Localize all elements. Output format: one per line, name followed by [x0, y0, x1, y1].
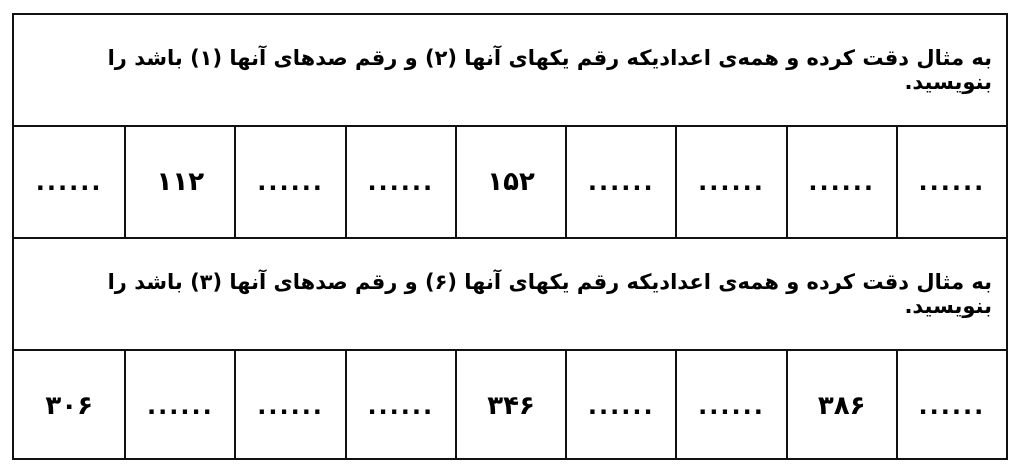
example-cell: ۳۴۶	[454, 351, 565, 460]
example-cell: ۱۵۲	[454, 127, 565, 237]
example-cell: ۳۰۶	[45, 390, 93, 421]
answer-cell[interactable]: ......	[124, 351, 234, 460]
worksheet-table: به مثال دقت کرده و همه‌ی اعدادیکه رقم یک…	[12, 13, 1008, 460]
answer-cell[interactable]: ......	[675, 127, 785, 237]
answer-cell[interactable]: ......	[234, 351, 344, 460]
answer-cell[interactable]: ......	[565, 351, 675, 460]
answer-row-2: ...... ۳۸۶ ...... ...... ۳۴۶ ...... ....…	[14, 351, 1006, 460]
answer-cell[interactable]: ......	[675, 351, 785, 460]
answer-cell[interactable]: ......	[35, 168, 103, 196]
example-cell: ۱۱۲	[124, 127, 234, 237]
answer-row-1: ...... ...... ...... ...... ۱۵۲ ...... .…	[14, 127, 1006, 239]
answer-cell[interactable]: ......	[895, 127, 1006, 237]
answer-cell[interactable]: ......	[234, 127, 344, 237]
answer-cell[interactable]: ......	[565, 127, 675, 237]
answer-cell[interactable]: ......	[785, 127, 896, 237]
answer-cell[interactable]: ......	[344, 127, 455, 237]
answer-cell[interactable]: ......	[344, 351, 455, 460]
answer-cell[interactable]: ......	[895, 351, 1006, 460]
instruction-2: به مثال دقت کرده و همه‌ی اعدادیکه رقم یک…	[14, 239, 1006, 351]
instruction-1: به مثال دقت کرده و همه‌ی اعدادیکه رقم یک…	[14, 15, 1006, 127]
example-cell: ۳۸۶	[785, 351, 896, 460]
